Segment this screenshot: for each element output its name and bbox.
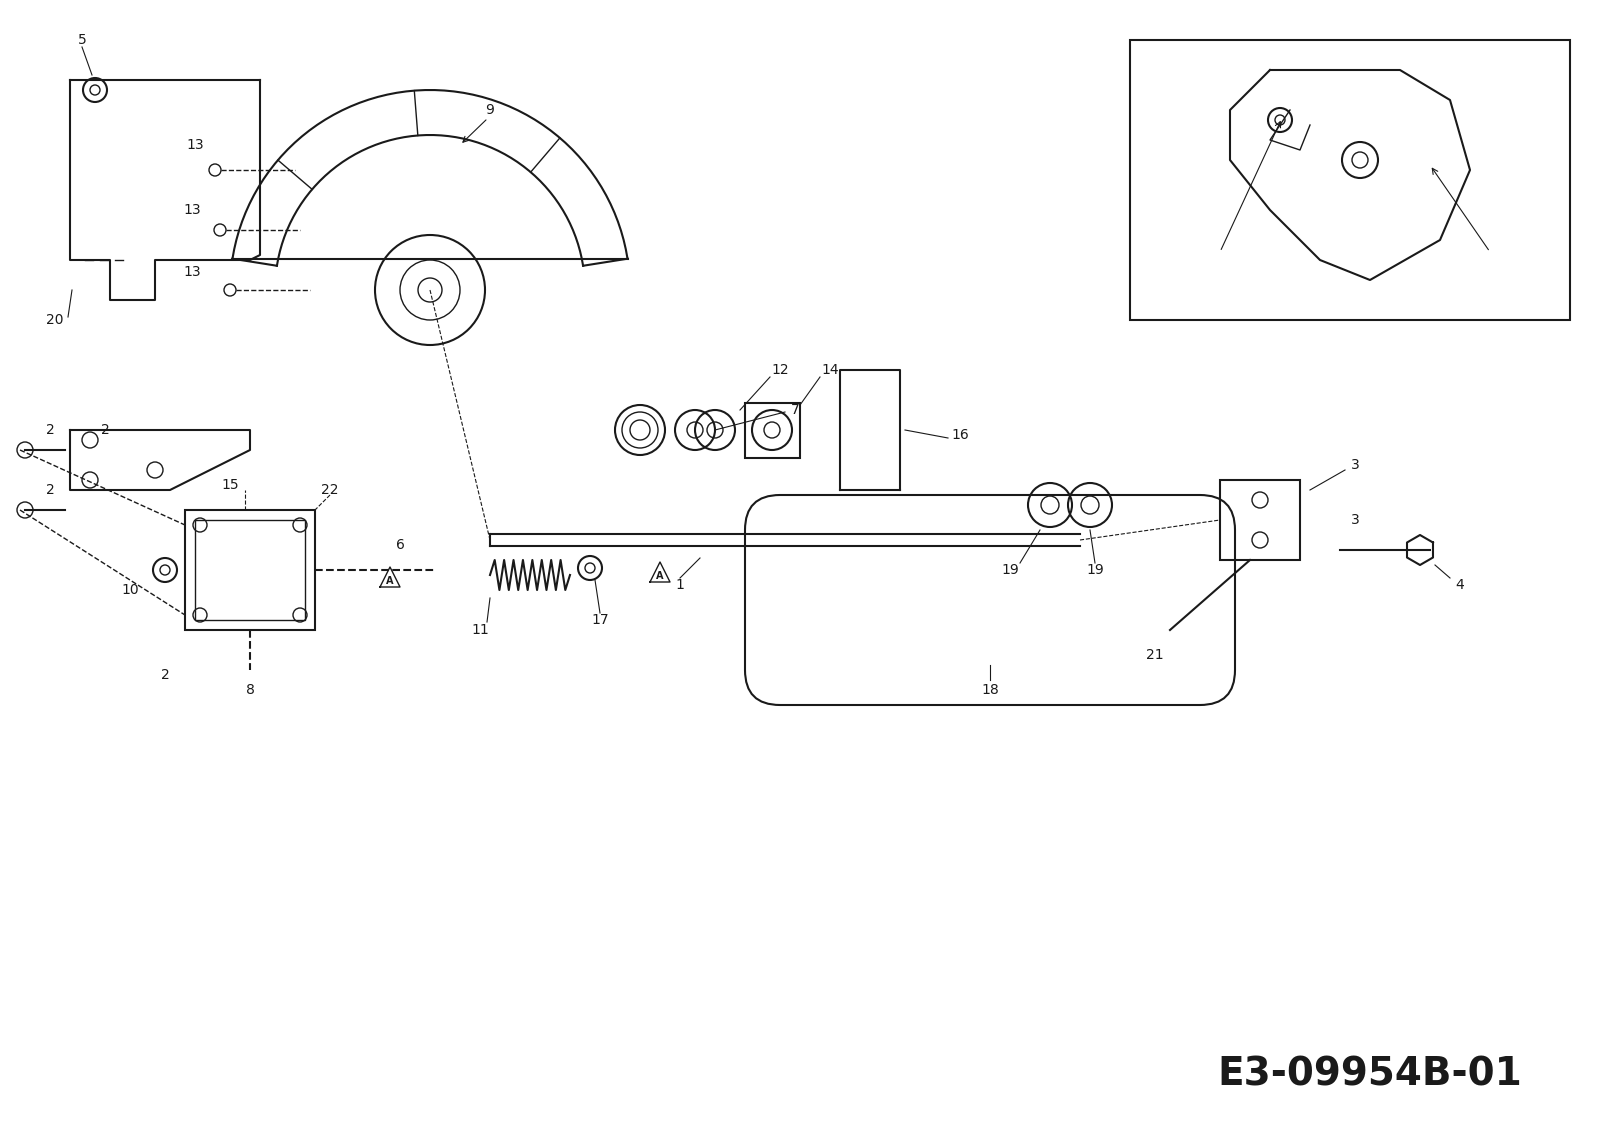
Text: 14: 14 [821,363,838,377]
Text: 22: 22 [322,483,339,497]
Text: 21: 21 [1146,647,1163,662]
Text: 12: 12 [771,363,789,377]
Text: 2: 2 [101,423,109,437]
Text: 20: 20 [46,313,64,327]
Text: A: A [386,576,394,586]
Text: 19: 19 [1086,563,1104,577]
Bar [1130,40,1570,320]
Text: 19: 19 [1002,563,1019,577]
Text: 17: 17 [590,612,610,627]
Text: 4: 4 [1456,579,1464,592]
Bar [195,520,306,620]
Text: 15: 15 [221,478,238,492]
Text: 2: 2 [160,668,170,683]
Text: 23: 23 [1181,258,1200,272]
Text: 1: 1 [675,579,685,592]
Text: 18: 18 [981,683,998,697]
Text: 7: 7 [790,403,800,417]
Text: 24: 24 [1490,258,1510,272]
Text: 13: 13 [186,138,203,153]
Text: 2: 2 [46,483,54,497]
Text: 13: 13 [182,266,202,279]
Text: 10: 10 [122,583,139,597]
Text: 13: 13 [182,203,202,217]
Text: 2: 2 [46,423,54,437]
Text: 9: 9 [485,103,494,118]
Text: E3-09954B-01: E3-09954B-01 [1218,1057,1522,1094]
Text: Optional: Optional [1165,51,1235,69]
Text: 11: 11 [470,623,490,637]
Bar [746,403,800,458]
Text: 8: 8 [245,683,254,697]
Text: 16: 16 [950,428,970,442]
Text: 3: 3 [1350,458,1360,472]
Text: 3: 3 [1350,513,1360,527]
Text: A: A [656,571,664,581]
Text: 6: 6 [395,538,405,551]
Bar [186,510,315,631]
Text: 5: 5 [78,33,86,47]
Bar [1221,480,1299,560]
